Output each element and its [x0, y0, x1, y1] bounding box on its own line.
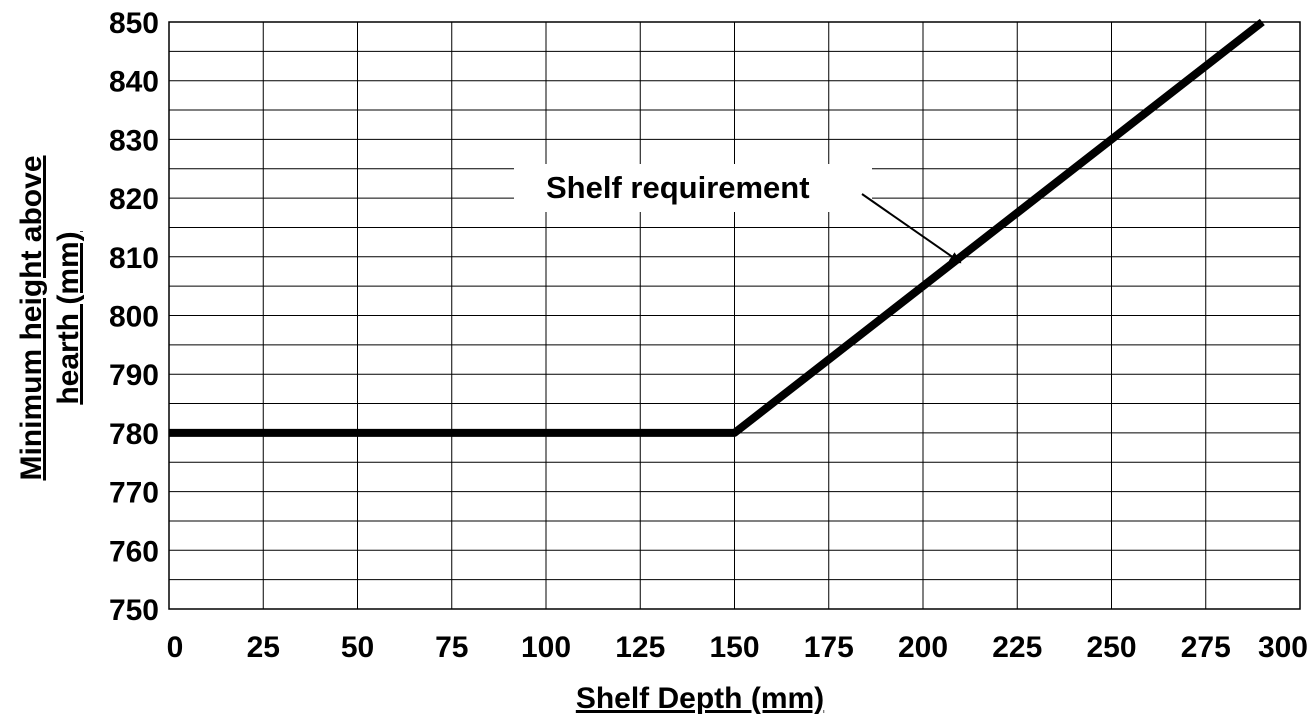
y-axis-title: Minimum height above hearth (mm) — [15, 155, 85, 480]
y-tick-label: 760 — [109, 535, 159, 568]
x-tick-label: 100 — [521, 631, 571, 664]
y-tick-label: 820 — [109, 183, 159, 216]
y-tick-label: 780 — [109, 418, 159, 451]
x-tick-label: 300 — [1258, 631, 1308, 664]
y-tick-label: 770 — [109, 477, 159, 510]
y-axis-title-line-2: hearth (mm) — [52, 231, 85, 404]
y-axis-title-line-1: Minimum height above — [15, 155, 48, 480]
x-tick-label: 25 — [247, 631, 280, 664]
x-tick-label: 275 — [1181, 631, 1231, 664]
x-tick-label: 200 — [898, 631, 948, 664]
annotation-group: Shelf requirement — [514, 164, 962, 264]
x-tick-labels: 0 25 50 75 100 125 150 175 200 225 250 275 300 — [167, 631, 1308, 664]
x-tick-label: 250 — [1086, 631, 1136, 664]
annotation-label-background — [514, 164, 872, 212]
x-tick-label: 75 — [435, 631, 468, 664]
y-tick-label: 850 — [109, 7, 159, 40]
y-tick-label: 810 — [109, 242, 159, 275]
annotation-label: Shelf requirement — [546, 170, 810, 205]
x-tick-label: 150 — [709, 631, 759, 664]
y-tick-label: 800 — [109, 301, 159, 334]
series-group — [169, 18, 1265, 437]
y-tick-label: 790 — [109, 359, 159, 392]
series-line — [169, 18, 1265, 437]
x-tick-label: 125 — [615, 631, 665, 664]
plot-border — [168, 21, 1301, 610]
x-tick-label: 225 — [992, 631, 1042, 664]
x-tick-label: 50 — [341, 631, 374, 664]
grid-lines — [168, 21, 1301, 610]
x-axis-title: Shelf Depth (mm) — [576, 682, 824, 715]
y-tick-labels: 750 760 770 780 790 800 810 820 830 840 850 — [109, 7, 159, 627]
y-tick-label: 840 — [109, 66, 159, 99]
annotation-arrow — [861, 193, 962, 264]
y-tick-label: 830 — [109, 124, 159, 157]
x-tick-label: 175 — [804, 631, 854, 664]
x-tick-label: 0 — [167, 631, 184, 664]
y-tick-label: 750 — [109, 594, 159, 627]
